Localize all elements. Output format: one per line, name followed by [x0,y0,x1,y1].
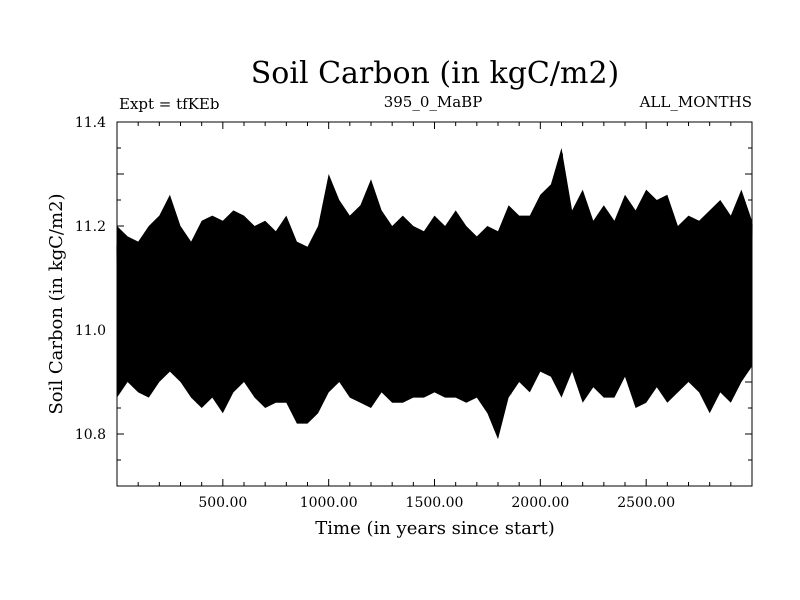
series-layer [116,148,753,440]
period-label: 395_0_MaBP [384,93,483,111]
plot-frame [116,121,753,487]
axes-layer: 500.00 1000.00 1500.00 2000.00 2500.00 10.8 11… [75,115,752,511]
x-tick-label: 1000.00 [300,495,358,511]
x-tick-label: 2500.00 [617,495,675,511]
series-line [116,153,753,435]
y-tick-label: 11.0 [75,323,106,339]
y-axis-label: Soil Carbon (in kgC/m2) [46,193,67,414]
x-tick-label: 2000.00 [511,495,569,511]
y-tick-label: 10.8 [75,427,106,443]
y-tick-label: 11.2 [75,219,106,235]
chart-title: Soil Carbon (in kgC/m2) [251,56,619,91]
experiment-label: Expt = tfKEb [119,95,219,113]
x-axis-label: Time (in years since start) [315,518,555,539]
x-tick-label: 1500.00 [406,495,464,511]
months-label: ALL_MONTHS [639,93,752,111]
x-tick-label: 500.00 [198,495,247,511]
y-tick-label: 11.4 [75,115,106,131]
